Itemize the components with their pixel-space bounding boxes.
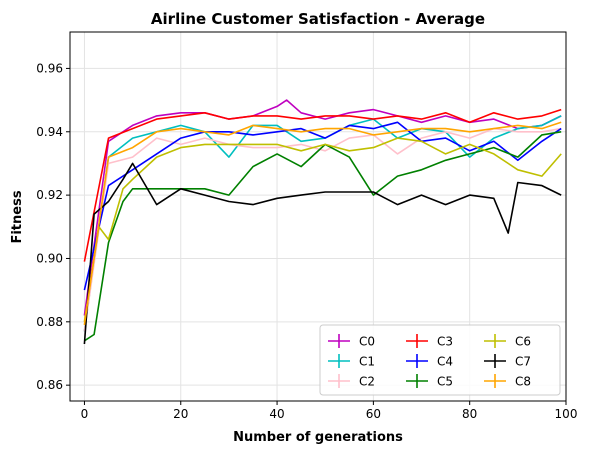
series-line-c3 [83, 108, 562, 262]
y-axis-label: Fitness [10, 190, 25, 243]
legend-label-c2: C2 [359, 375, 375, 389]
x-axis-label: Number of generations [233, 430, 403, 445]
plot-frame [69, 31, 567, 402]
y-tick-label: 0.90 [36, 251, 63, 265]
x-tick-label: 0 [81, 407, 89, 421]
series-line-c5 [83, 131, 562, 342]
plot-area [83, 99, 562, 345]
series-line-c8 [83, 121, 562, 326]
legend-label-c0: C0 [359, 335, 375, 349]
series-line-c0 [83, 99, 562, 316]
legend-label-c4: C4 [437, 355, 453, 369]
y-tick-label: 0.88 [36, 315, 63, 329]
x-tick-label: 20 [173, 407, 188, 421]
legend-box [319, 324, 561, 396]
legend-label-c1: C1 [359, 355, 375, 369]
series-line-c2 [83, 127, 562, 332]
y-tick-label: 0.86 [36, 378, 63, 392]
series-line-c7 [83, 162, 562, 345]
legend: C0 C1 C2 C3 C4 C5 C6 C7 C8 [319, 324, 561, 396]
series-line-c6 [83, 137, 562, 322]
legend-label-c3: C3 [437, 335, 453, 349]
legend-label-c8: C8 [515, 375, 531, 389]
x-tick-label: 100 [555, 407, 578, 421]
legend-label-c6: C6 [515, 335, 531, 349]
axis-ticks: 0 20 40 60 80 100 0.86 0.88 0.90 0.92 0.94 0.96 [36, 61, 577, 421]
y-tick-label: 0.92 [36, 188, 63, 202]
x-tick-label: 60 [366, 407, 381, 421]
legend-label-c7: C7 [515, 355, 531, 369]
y-tick-label: 0.96 [36, 61, 63, 75]
y-tick-label: 0.94 [36, 125, 63, 139]
chart-title: Airline Customer Satisfaction - Average [151, 10, 485, 28]
x-tick-label: 40 [269, 407, 284, 421]
legend-label-c5: C5 [437, 375, 453, 389]
axes-frame [69, 31, 567, 402]
x-tick-label: 80 [462, 407, 477, 421]
series-line-c4 [83, 121, 562, 291]
